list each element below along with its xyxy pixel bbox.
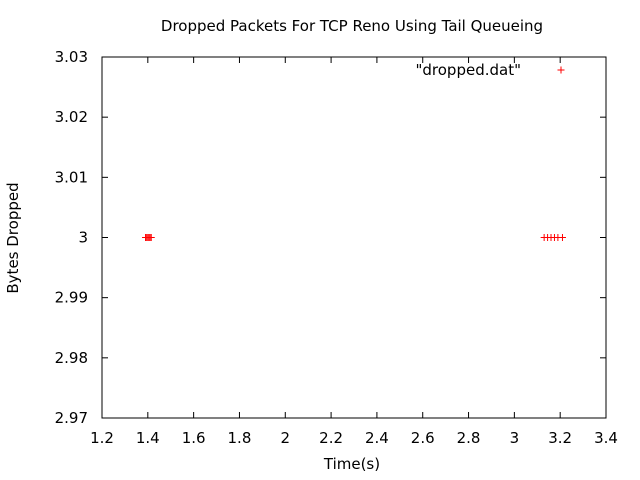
- x-tick-label: 3: [510, 429, 520, 447]
- y-tick-label: 3.02: [55, 108, 88, 126]
- x-tick-label: 2.2: [319, 429, 343, 447]
- x-tick-label: 3.2: [548, 429, 572, 447]
- x-axis: 1.2 1.4 1.6 1.8 2 2.2 2.4 2.6 2.8 3 3.2 3.4: [90, 57, 618, 447]
- data-point: [558, 234, 566, 241]
- x-tick-label: 2: [280, 429, 290, 447]
- y-tick-label: 2.97: [55, 409, 88, 427]
- legend-marker-symbol: [557, 66, 565, 74]
- x-tick-label: 1.4: [136, 429, 160, 447]
- y-axis: 2.97 2.98 2.99 3 3.01 3.02 3.03: [55, 48, 606, 427]
- x-tick-label: 2.8: [457, 429, 481, 447]
- y-tick-label: 3.01: [55, 168, 88, 186]
- x-tick-label: 2.6: [411, 429, 435, 447]
- x-tick-label: 1.8: [228, 429, 252, 447]
- x-tick-label: 3.4: [594, 429, 618, 447]
- y-axis-label: Bytes Dropped: [4, 182, 22, 293]
- x-tick-label: 2.4: [365, 429, 389, 447]
- x-tick-label: 1.2: [90, 429, 114, 447]
- y-tick-label: 3: [78, 229, 88, 247]
- y-tick-label: 2.98: [55, 349, 88, 367]
- y-tick-label: 2.99: [55, 289, 88, 307]
- legend-label: "dropped.dat": [416, 61, 522, 79]
- chart-title: Dropped Packets For TCP Reno Using Tail …: [161, 17, 543, 35]
- plot-frame: [101, 56, 607, 419]
- y-tick-label: 3.03: [55, 48, 88, 66]
- data-points: [142, 234, 566, 241]
- x-axis-label: Time(s): [323, 455, 380, 473]
- legend-marker: [557, 66, 565, 74]
- data-point: [147, 234, 155, 241]
- legend: "dropped.dat": [416, 61, 565, 79]
- x-tick-label: 1.6: [182, 429, 206, 447]
